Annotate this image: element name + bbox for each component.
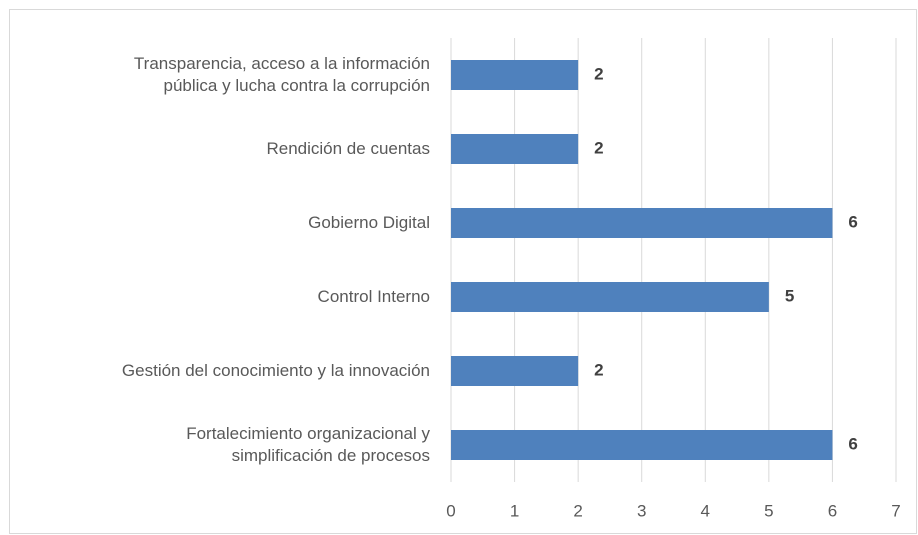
y-tick-label: Gestión del conocimiento y la innovación xyxy=(121,361,430,380)
y-tick-label: Gobierno Digital xyxy=(308,213,430,232)
bar xyxy=(451,134,579,164)
value-label: 6 xyxy=(848,212,857,231)
x-tick-label: 4 xyxy=(701,501,710,520)
chart-border xyxy=(9,9,917,534)
x-tick-label: 2 xyxy=(573,501,582,520)
x-tick-label: 0 xyxy=(446,501,455,520)
value-label: 2 xyxy=(594,64,603,83)
bar xyxy=(451,208,833,238)
y-tick-label: Fortalecimiento organizacional y simplif… xyxy=(186,424,430,465)
bar xyxy=(451,356,579,386)
bar xyxy=(451,282,769,312)
bar xyxy=(451,60,579,90)
y-tick-label: Control Interno xyxy=(317,287,430,306)
value-label: 2 xyxy=(594,138,603,157)
bar xyxy=(451,430,833,460)
x-tick-label: 3 xyxy=(637,501,646,520)
value-label: 6 xyxy=(848,434,857,453)
x-tick-label: 7 xyxy=(891,501,900,520)
value-label: 5 xyxy=(785,286,794,305)
x-tick-label: 6 xyxy=(828,501,837,520)
y-tick-label: Rendición de cuentas xyxy=(266,139,430,158)
x-tick-label: 5 xyxy=(764,501,773,520)
value-label: 2 xyxy=(594,360,603,379)
x-tick-label: 1 xyxy=(510,501,519,520)
y-tick-label: Transparencia, acceso a la información p… xyxy=(133,54,430,95)
